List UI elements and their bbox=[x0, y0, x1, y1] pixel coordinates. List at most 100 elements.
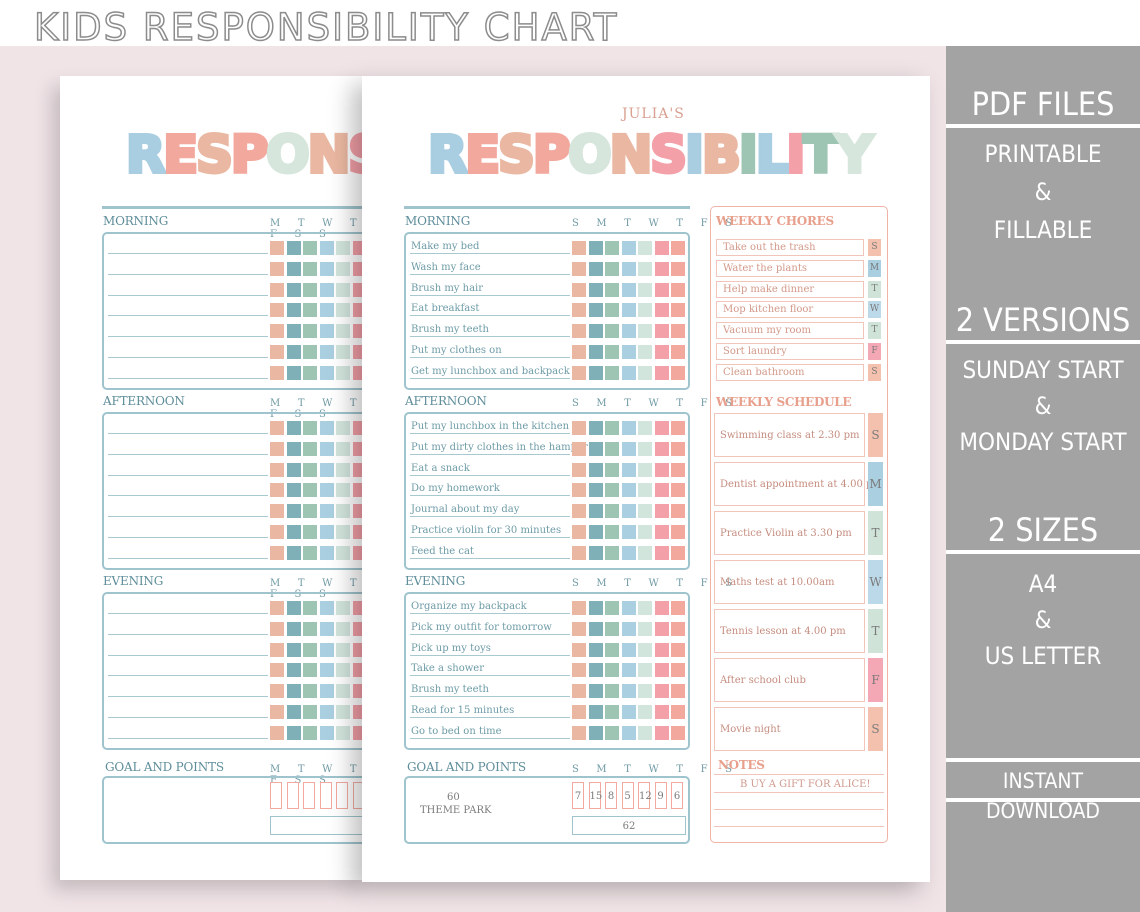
day-checkbox[interactable] bbox=[588, 545, 603, 560]
day-checkbox[interactable] bbox=[319, 421, 334, 435]
day-checkbox[interactable] bbox=[572, 282, 586, 297]
day-checkbox[interactable] bbox=[654, 601, 669, 615]
points-cell[interactable] bbox=[336, 782, 348, 809]
day-checkbox[interactable] bbox=[621, 365, 636, 380]
day-checkbox[interactable] bbox=[286, 282, 301, 297]
day-checkbox[interactable] bbox=[638, 261, 652, 276]
day-checkbox[interactable] bbox=[303, 684, 317, 699]
day-checkbox[interactable] bbox=[319, 663, 334, 678]
day-checkbox[interactable] bbox=[621, 705, 636, 719]
day-checkbox[interactable] bbox=[588, 282, 603, 297]
day-checkbox[interactable] bbox=[638, 725, 652, 740]
day-checkbox[interactable] bbox=[270, 684, 284, 699]
day-checkbox[interactable] bbox=[654, 261, 669, 276]
day-checkbox[interactable] bbox=[572, 642, 586, 657]
day-checkbox[interactable] bbox=[303, 725, 317, 740]
day-checkbox[interactable] bbox=[319, 545, 334, 560]
day-checkbox[interactable] bbox=[319, 462, 334, 477]
day-checkbox[interactable] bbox=[303, 324, 317, 339]
day-checkbox[interactable] bbox=[671, 462, 685, 477]
day-checkbox[interactable] bbox=[605, 462, 619, 477]
schedule-item[interactable]: Swimming class at 2.30 pm bbox=[714, 413, 865, 457]
day-checkbox[interactable] bbox=[303, 545, 317, 560]
day-checkbox[interactable] bbox=[671, 324, 685, 339]
day-checkbox[interactable] bbox=[336, 601, 350, 615]
day-checkbox[interactable] bbox=[270, 642, 284, 657]
task-label[interactable]: Journal about my day bbox=[411, 504, 520, 516]
day-checkbox[interactable] bbox=[286, 504, 301, 519]
day-checkbox[interactable] bbox=[286, 684, 301, 699]
task-label[interactable]: Put my lunchbox in the kitchen bbox=[411, 421, 570, 432]
day-checkbox[interactable] bbox=[638, 525, 652, 539]
day-checkbox[interactable] bbox=[638, 303, 652, 318]
points-cell[interactable] bbox=[303, 782, 315, 809]
day-checkbox[interactable] bbox=[319, 601, 334, 615]
day-checkbox[interactable] bbox=[654, 241, 669, 255]
day-checkbox[interactable] bbox=[588, 261, 603, 276]
points-cell[interactable] bbox=[319, 782, 332, 809]
day-checkbox[interactable] bbox=[671, 421, 685, 435]
day-checkbox[interactable] bbox=[638, 441, 652, 456]
day-checkbox[interactable] bbox=[671, 663, 685, 678]
day-checkbox[interactable] bbox=[319, 483, 334, 498]
day-checkbox[interactable] bbox=[336, 504, 350, 519]
day-checkbox[interactable] bbox=[319, 504, 334, 519]
day-checkbox[interactable] bbox=[621, 282, 636, 297]
day-checkbox[interactable] bbox=[671, 601, 685, 615]
day-checkbox[interactable] bbox=[270, 365, 284, 380]
day-checkbox[interactable] bbox=[588, 725, 603, 740]
day-checkbox[interactable] bbox=[588, 663, 603, 678]
task-label[interactable]: Go to bed on time bbox=[411, 725, 502, 737]
day-checkbox[interactable] bbox=[336, 621, 350, 636]
points-total[interactable]: 62 bbox=[572, 816, 686, 835]
day-checkbox[interactable] bbox=[270, 545, 284, 560]
day-checkbox[interactable] bbox=[270, 345, 284, 359]
day-checkbox[interactable] bbox=[270, 241, 284, 255]
day-checkbox[interactable] bbox=[654, 441, 669, 456]
day-checkbox[interactable] bbox=[605, 303, 619, 318]
day-checkbox[interactable] bbox=[336, 545, 350, 560]
day-checkbox[interactable] bbox=[588, 642, 603, 657]
day-checkbox[interactable] bbox=[671, 642, 685, 657]
day-checkbox[interactable] bbox=[286, 483, 301, 498]
day-checkbox[interactable] bbox=[671, 725, 685, 740]
chore-item[interactable]: Sort laundry bbox=[716, 343, 864, 360]
day-checkbox[interactable] bbox=[621, 441, 636, 456]
task-label[interactable]: Practice violin for 30 minutes bbox=[411, 525, 562, 536]
day-checkbox[interactable] bbox=[572, 504, 586, 519]
points-cell[interactable]: 6 bbox=[671, 782, 683, 809]
day-checkbox[interactable] bbox=[605, 663, 619, 678]
day-checkbox[interactable] bbox=[654, 483, 669, 498]
day-checkbox[interactable] bbox=[638, 241, 652, 255]
day-checkbox[interactable] bbox=[286, 421, 301, 435]
day-checkbox[interactable] bbox=[270, 282, 284, 297]
day-checkbox[interactable] bbox=[588, 504, 603, 519]
day-checkbox[interactable] bbox=[319, 365, 334, 380]
day-checkbox[interactable] bbox=[621, 725, 636, 740]
day-checkbox[interactable] bbox=[638, 705, 652, 719]
day-checkbox[interactable] bbox=[588, 483, 603, 498]
day-checkbox[interactable] bbox=[572, 545, 586, 560]
day-checkbox[interactable] bbox=[671, 545, 685, 560]
day-checkbox[interactable] bbox=[605, 421, 619, 435]
day-checkbox[interactable] bbox=[671, 303, 685, 318]
day-checkbox[interactable] bbox=[336, 525, 350, 539]
chore-item[interactable]: Take out the trash bbox=[716, 239, 864, 256]
day-checkbox[interactable] bbox=[270, 525, 284, 539]
day-checkbox[interactable] bbox=[572, 365, 586, 380]
day-checkbox[interactable] bbox=[605, 241, 619, 255]
day-checkbox[interactable] bbox=[286, 462, 301, 477]
day-checkbox[interactable] bbox=[336, 684, 350, 699]
day-checkbox[interactable] bbox=[588, 684, 603, 699]
day-checkbox[interactable] bbox=[605, 725, 619, 740]
task-label[interactable]: Make my bed bbox=[411, 241, 480, 252]
day-checkbox[interactable] bbox=[336, 462, 350, 477]
day-checkbox[interactable] bbox=[621, 241, 636, 255]
day-checkbox[interactable] bbox=[654, 642, 669, 657]
day-checkbox[interactable] bbox=[270, 324, 284, 339]
day-checkbox[interactable] bbox=[671, 261, 685, 276]
points-cell[interactable]: 7 bbox=[572, 782, 584, 809]
schedule-item[interactable]: Tennis lesson at 4.00 pm bbox=[714, 609, 865, 653]
day-checkbox[interactable] bbox=[319, 282, 334, 297]
schedule-item[interactable]: After school club bbox=[714, 658, 865, 702]
